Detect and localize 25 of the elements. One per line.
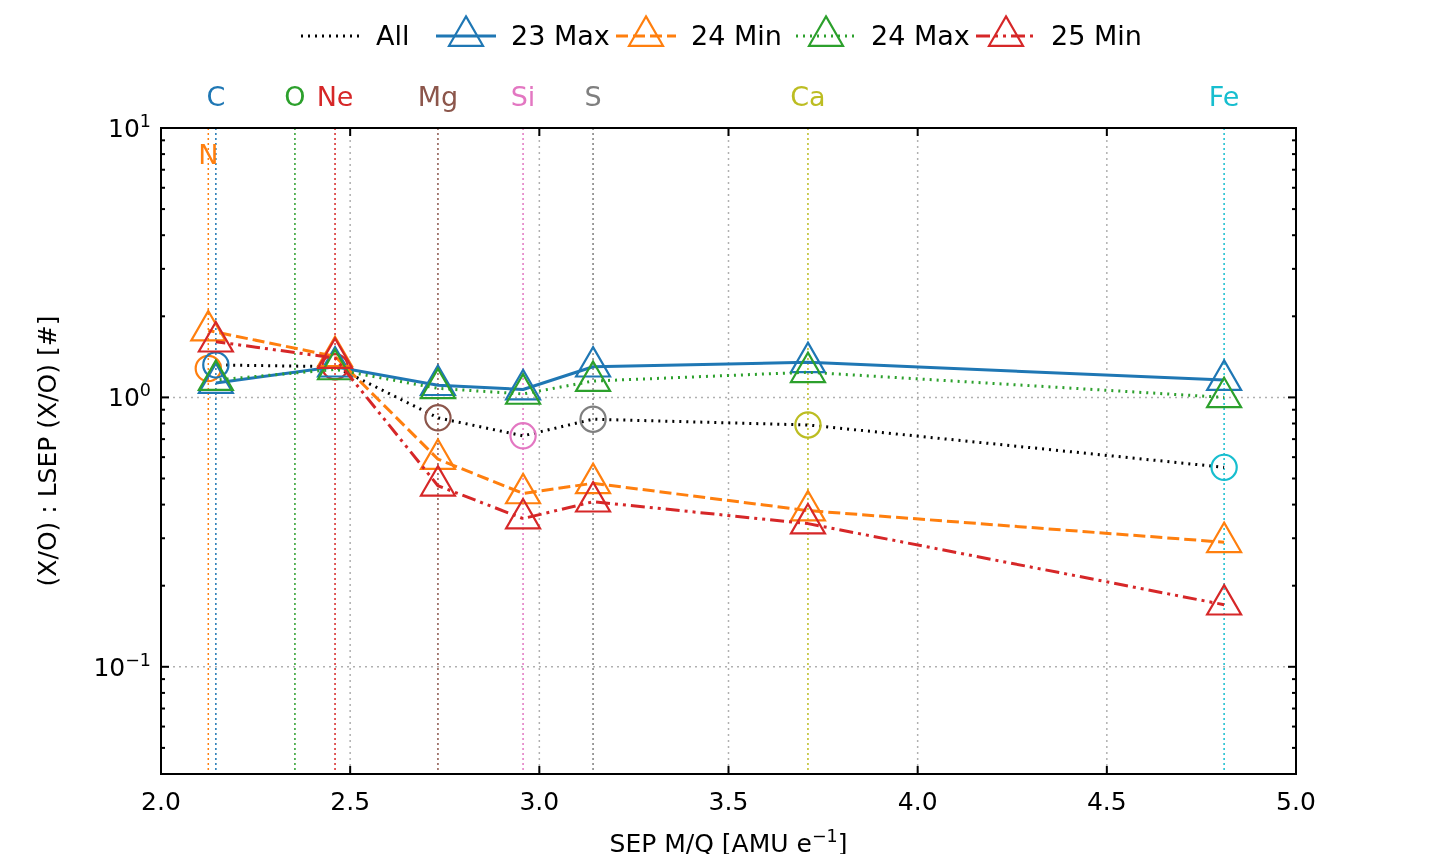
ref-line-label: Mg: [417, 81, 459, 112]
x-tick-label: 3.0: [519, 787, 560, 816]
ref-line-label: N: [198, 139, 219, 170]
legend-label: 24 Min: [691, 20, 782, 51]
x-tick-label: 4.5: [1086, 787, 1127, 816]
legend-label: All: [376, 20, 410, 51]
ref-line-label: Ca: [790, 81, 826, 112]
x-tick-label: 2.5: [330, 787, 371, 816]
ref-line-label: Ne: [316, 81, 354, 112]
x-tick-label: 4.0: [897, 787, 938, 816]
ref-line-label: Si: [510, 81, 536, 112]
ref-line-label: O: [284, 81, 306, 112]
x-tick-label: 2.0: [141, 787, 181, 816]
y-tick-label: 10$^{1}$: [108, 111, 151, 143]
legend-label: 24 Max: [871, 20, 970, 51]
ref-line-label: S: [584, 81, 602, 112]
legend-label: 25 Min: [1051, 20, 1142, 51]
y-axis-title: (X/O) : LSEP (X/O) [#]: [33, 315, 62, 587]
x-tick-label: 3.5: [708, 787, 749, 816]
ref-line-label: C: [206, 81, 226, 112]
ref-line-label: Fe: [1208, 81, 1240, 112]
legend-label: 23 Max: [511, 20, 610, 51]
x-tick-label: 5.0: [1276, 787, 1316, 816]
y-tick-label: 10$^{−1}$: [93, 649, 151, 682]
y-tick-label: 10$^{0}$: [108, 380, 151, 413]
